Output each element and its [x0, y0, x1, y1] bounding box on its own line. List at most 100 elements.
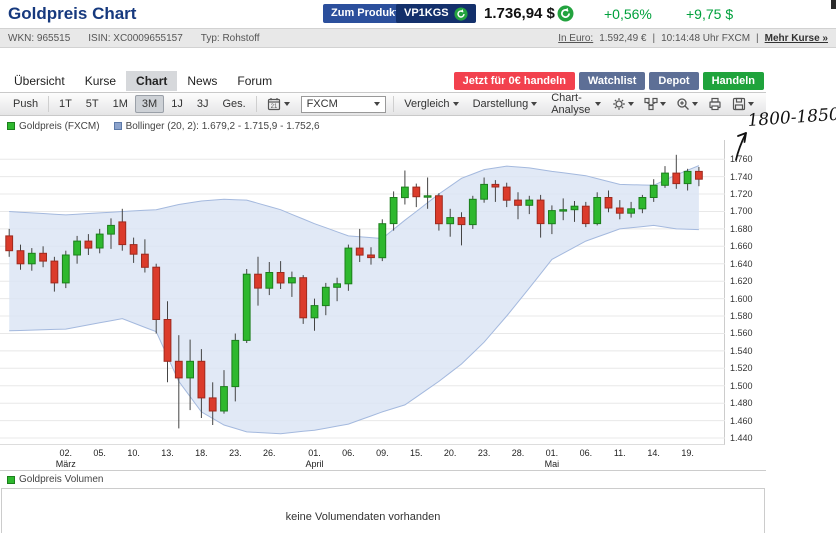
candle: [559, 209, 568, 212]
y-axis-label: 1.600: [730, 293, 753, 304]
tab-chart[interactable]: Chart: [126, 71, 178, 91]
menu-darstellung[interactable]: Darstellung: [466, 95, 545, 113]
volume-panel: keine Volumendaten vorhanden: [1, 488, 765, 533]
candle: [118, 221, 127, 246]
watchlist-button[interactable]: Watchlist: [578, 72, 646, 90]
x-axis-label: 18.: [195, 448, 208, 458]
exchange-select[interactable]: FXCM: [300, 95, 387, 113]
divider: |: [756, 32, 759, 44]
print-button[interactable]: [704, 95, 726, 113]
calendar-button[interactable]: 21: [260, 94, 297, 114]
tab-news[interactable]: News: [187, 74, 218, 88]
range-ges[interactable]: Ges.: [222, 98, 246, 110]
y-axis-label: 1.680: [730, 223, 753, 234]
candle: [401, 186, 409, 199]
candle: [220, 386, 228, 412]
x-axis-label: 11.: [613, 448, 626, 458]
trade-now-button[interactable]: Jetzt für 0€ handeln: [453, 72, 575, 90]
x-axis-label: 15.: [409, 448, 423, 458]
legend-bollinger: Bollinger (20, 2): 1.679,2 - 1.715,9 - 1…: [113, 121, 320, 132]
candle: [254, 273, 262, 289]
tab-kurse[interactable]: Kurse: [84, 74, 117, 88]
candle: [412, 186, 421, 198]
x-axis-label: 09.: [376, 448, 389, 458]
zoom-button[interactable]: [672, 95, 702, 113]
wkn-code-button[interactable]: VP1KGS: [396, 4, 476, 23]
zum-produkt-button[interactable]: Zum Produkt: [323, 4, 407, 23]
y-axis-label: 1.560: [730, 328, 753, 339]
settings-button[interactable]: [608, 95, 638, 113]
x-axis: 02. März 05. 10. 13. 18. 23. 26. 01. April 06. 09. 1…: [0, 446, 725, 470]
indicators-button[interactable]: [640, 95, 670, 113]
candle: [672, 172, 681, 185]
tab-forum[interactable]: Forum: [237, 74, 273, 88]
page-title: Goldpreis Chart: [8, 4, 137, 23]
instrument-ids: WKN: 965515 ISIN: XC0009655157 Typ: Rohs…: [8, 33, 260, 44]
mehr-kurse-link[interactable]: Mehr Kurse »: [764, 32, 828, 44]
chart-legend: Goldpreis (FXCM) Bollinger (20, 2): 1.67…: [0, 116, 836, 136]
candle: [61, 254, 70, 284]
candle: [16, 250, 25, 265]
range-3m[interactable]: 3M: [134, 95, 165, 113]
y-axis-label: 1.500: [730, 380, 753, 391]
y-axis-label: 1.700: [730, 206, 753, 217]
y-axis-label: 1.660: [730, 241, 753, 252]
candle: [378, 223, 387, 259]
x-axis-label: 28.: [511, 448, 525, 458]
candle: [288, 277, 296, 284]
toolbar-divider: [255, 96, 257, 112]
candle: [5, 235, 14, 252]
candlestick-plot[interactable]: [0, 140, 725, 445]
menu-vergleich[interactable]: Vergleich: [397, 95, 465, 113]
candle: [265, 272, 274, 289]
candle: [73, 240, 81, 256]
candle: [468, 198, 477, 226]
x-axis-month-label: Mai: [544, 459, 560, 469]
euro-value: 1.592,49 €: [599, 32, 647, 44]
y-axis: 1.760 1.740 1.720 1.700 1.680 1.660 1.640 1.620…: [730, 140, 766, 445]
range-5t[interactable]: 5T: [85, 98, 99, 110]
goldpreis-swatch-icon: [7, 121, 15, 130]
volume-swatch-icon: [7, 475, 15, 484]
candle: [355, 247, 364, 256]
candle: [186, 360, 194, 379]
range-buttons: 1T 5T 1M 3M 1J 3J Ges.: [52, 95, 253, 113]
y-axis-label: 1.540: [730, 345, 753, 356]
save-button[interactable]: [728, 95, 758, 113]
push-button[interactable]: Push: [13, 98, 39, 110]
candle: [27, 252, 36, 265]
candle: [491, 183, 500, 188]
refresh-icon[interactable]: [557, 5, 574, 22]
candle: [536, 199, 545, 225]
range-1j[interactable]: 1J: [171, 98, 183, 110]
x-axis-label: 06.: [342, 448, 355, 458]
candle: [638, 197, 647, 210]
y-axis-label: 1.640: [730, 258, 753, 269]
candle: [107, 224, 115, 235]
header: Goldpreis Chart Zum Produkt VP1KGS 1.736…: [0, 0, 836, 28]
range-1m[interactable]: 1M: [112, 98, 128, 110]
candle: [276, 272, 285, 284]
range-3j[interactable]: 3J: [196, 98, 209, 110]
candle: [570, 205, 579, 211]
tab-übersicht[interactable]: Übersicht: [14, 74, 65, 88]
menu-chart-analyse[interactable]: Chart-Analyse: [544, 89, 608, 119]
depot-button[interactable]: Depot: [649, 72, 699, 90]
candle: [367, 254, 375, 259]
y-axis-label: 1.620: [730, 276, 753, 287]
candle: [480, 183, 489, 200]
divider: |: [652, 32, 656, 44]
candle: [389, 197, 398, 225]
candle: [242, 273, 251, 341]
x-axis-month-label: März: [55, 459, 76, 469]
printer-icon: [709, 97, 721, 111]
candle: [152, 266, 161, 320]
range-1t[interactable]: 1T: [58, 98, 72, 110]
y-axis-label: 1.480: [730, 398, 753, 409]
chevron-down-icon: [374, 102, 381, 106]
svg-text:21: 21: [270, 104, 277, 110]
handeln-button[interactable]: Handeln: [702, 72, 764, 90]
candle: [435, 195, 443, 225]
x-axis-label: 05.: [93, 448, 106, 458]
